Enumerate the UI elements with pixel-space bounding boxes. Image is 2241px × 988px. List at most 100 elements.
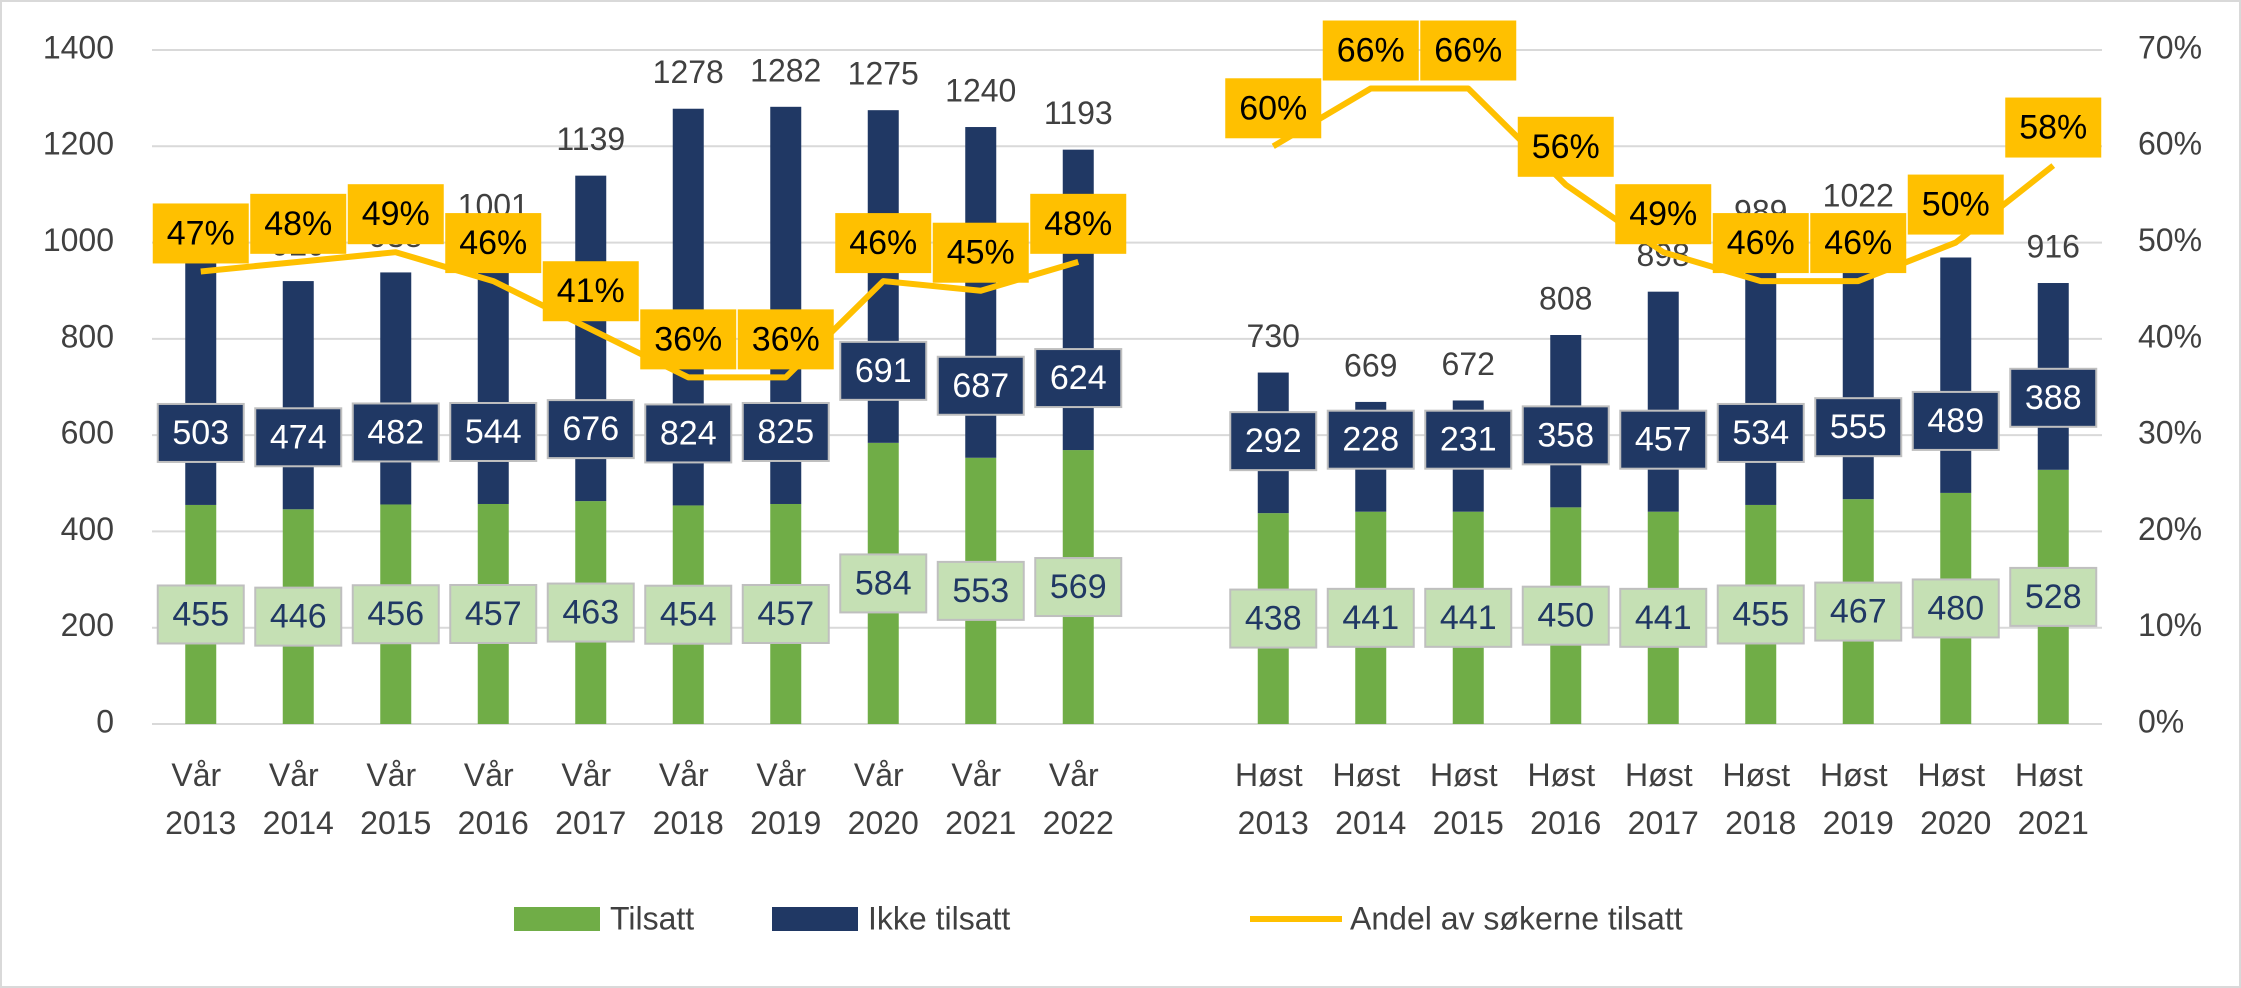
data-label: 534: [1732, 414, 1789, 452]
data-label: 49%: [1629, 195, 1697, 233]
x-tick-label-line: 2014: [263, 805, 334, 841]
x-tick-label-line: Høst: [1723, 757, 1799, 793]
x-tick-label-line: 2018: [1725, 805, 1796, 841]
x-tick-label-line: 2017: [1628, 805, 1699, 841]
data-label-box: [1716, 402, 1805, 463]
data-label-box: [1814, 397, 1903, 458]
data-label-box: [152, 203, 249, 264]
x-tick-label-line: 2015: [1433, 805, 1504, 841]
data-label: 553: [952, 572, 1009, 610]
data-label-box: [741, 583, 830, 644]
data-label-box: [1229, 588, 1318, 649]
data-label-box: [936, 560, 1025, 621]
total-label: 669: [1344, 347, 1397, 383]
data-label-box: [1225, 78, 1322, 139]
x-tick-label: Vår 2016: [458, 757, 529, 841]
data-label-box: [250, 193, 347, 254]
data-label: 456: [367, 595, 424, 633]
data-label-box: [347, 184, 444, 245]
data-label-box: [1712, 213, 1809, 274]
total-label: 672: [1442, 346, 1495, 382]
y2-tick-label: 60%: [2138, 126, 2202, 162]
data-label: 358: [1537, 416, 1594, 454]
data-label-box: [1030, 193, 1127, 254]
data-label-box: [445, 213, 542, 274]
data-label: 467: [1830, 593, 1887, 631]
data-label: 48%: [1044, 205, 1112, 243]
data-label: 687: [952, 367, 1009, 405]
data-label: 446: [270, 598, 327, 636]
x-tick-label-line: 2018: [653, 805, 724, 841]
y-tick-label: 0: [96, 703, 114, 739]
data-label-box: [932, 222, 1029, 283]
x-tick-label-line: Høst: [1820, 757, 1896, 793]
data-label: 441: [1342, 599, 1399, 637]
data-label: 528: [2025, 578, 2082, 616]
data-label: 584: [855, 564, 912, 602]
data-label: 441: [1440, 599, 1497, 637]
data-label-box: [1810, 213, 1907, 274]
x-tick-label: Høst 2020: [1918, 757, 1994, 841]
data-label: 825: [757, 413, 814, 451]
data-label-box: [1716, 584, 1805, 645]
data-label: 228: [1342, 421, 1399, 459]
y2-tick-label: 20%: [2138, 511, 2202, 547]
bar: [1940, 257, 1972, 493]
y-tick-label: 1000: [43, 222, 114, 258]
data-label-box: [1034, 348, 1123, 409]
data-label: 46%: [849, 224, 917, 262]
x-tick-label-line: Høst: [1430, 757, 1506, 793]
legend-label: Andel av søkerne tilsatt: [1350, 900, 1683, 936]
x-tick-label-line: Høst: [1918, 757, 1994, 793]
data-label-box: [1911, 390, 2000, 451]
data-label: 455: [1732, 595, 1789, 633]
data-label-box: [640, 309, 737, 370]
data-label-box: [1911, 578, 2000, 639]
data-label: 691: [855, 352, 912, 390]
x-tick-label-line: Vår: [269, 757, 328, 793]
total-label: 808: [1539, 280, 1592, 316]
data-label: 441: [1635, 599, 1692, 637]
x-tick-label: Høst 2013: [1235, 757, 1311, 841]
data-label: 489: [1927, 402, 1984, 440]
total-label: 1240: [945, 72, 1016, 108]
x-tick-label-line: Høst: [1625, 757, 1701, 793]
x-tick-label: Vår 2022: [1043, 757, 1114, 841]
y2-tick-label: 50%: [2138, 222, 2202, 258]
data-label-box: [936, 355, 1025, 416]
data-label-box: [449, 401, 538, 462]
x-tick-label-line: 2017: [555, 805, 626, 841]
data-label-box: [1229, 411, 1318, 472]
x-tick-label-line: 2020: [848, 805, 919, 841]
data-label: 503: [172, 414, 229, 452]
x-tick-label-line: 2016: [458, 805, 529, 841]
data-label-box: [546, 399, 635, 460]
bar: [1745, 247, 1777, 505]
x-tick-label: Høst 2018: [1723, 757, 1799, 841]
x-tick-label-line: 2019: [750, 805, 821, 841]
y-tick-label: 1400: [43, 29, 114, 65]
x-tick-label: Vår 2018: [653, 757, 724, 841]
x-tick-label: Vår 2017: [555, 757, 626, 841]
y-tick-label: 200: [61, 607, 114, 643]
data-label-box: [546, 582, 635, 643]
total-label: 730: [1247, 318, 1300, 354]
x-tick-label-line: Vår: [464, 757, 523, 793]
data-label-box: [1615, 184, 1712, 245]
data-label-box: [1322, 20, 1419, 81]
x-tick-label-line: Vår: [1049, 757, 1108, 793]
x-tick-label-line: Vår: [659, 757, 718, 793]
x-tick-label: Høst 2015: [1430, 757, 1506, 841]
data-label-box: [839, 553, 928, 614]
data-label-box: [1420, 20, 1517, 81]
x-tick-label: Vår 2020: [848, 757, 919, 841]
data-label: 454: [660, 596, 717, 634]
data-label: 231: [1440, 421, 1497, 459]
x-tick-label: Høst 2019: [1820, 757, 1896, 841]
data-label-box: [1521, 405, 1610, 466]
data-label: 46%: [459, 224, 527, 262]
data-label-box: [1424, 409, 1513, 470]
y2-tick-label: 40%: [2138, 318, 2202, 354]
total-label: 1275: [848, 56, 919, 92]
